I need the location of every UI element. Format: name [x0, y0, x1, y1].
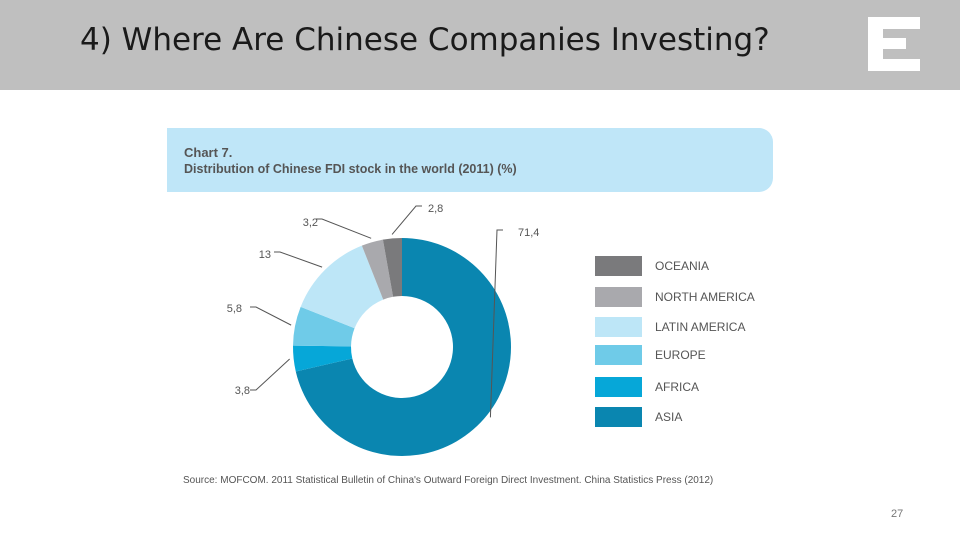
slice-latin-america: [300, 245, 384, 329]
legend-swatch: [595, 345, 642, 365]
legend-swatch: [595, 407, 642, 427]
legend-item-europe: EUROPE: [595, 345, 795, 365]
slice-oceania: [382, 238, 402, 297]
legend-item-africa: AFRICA: [595, 377, 795, 397]
leader-line-north-america: [316, 218, 372, 239]
slice-north-america: [361, 239, 394, 300]
legend-swatch: [595, 377, 642, 397]
data-label-europe: 5,8: [227, 303, 242, 315]
legend-item-oceania: OCEANIA: [595, 256, 795, 276]
data-label-oceania: 2,8: [428, 203, 443, 215]
leader-line-latin-america: [274, 251, 323, 268]
legend-swatch: [595, 287, 642, 307]
chart-banner: Chart 7. Distribution of Chinese FDI sto…: [167, 128, 773, 192]
slice-asia: [295, 238, 512, 456]
slice-africa: [293, 345, 353, 372]
legend-swatch: [595, 317, 642, 337]
slice-europe: [293, 306, 355, 347]
chart-title: Distribution of Chinese FDI stock in the…: [184, 162, 517, 176]
data-label-north-america: 3,2: [303, 217, 318, 229]
legend-label: EUROPE: [655, 348, 706, 362]
legend-label: AFRICA: [655, 380, 700, 394]
leader-line-oceania: [391, 205, 422, 235]
leader-line-africa: [250, 358, 290, 391]
chart-number: Chart 7.: [184, 145, 233, 160]
legend-item-north-america: NORTH AMERICA: [595, 287, 795, 307]
leader-line-asia: [489, 229, 503, 418]
data-label-latin-america: 13: [259, 249, 271, 261]
legend-label: NORTH AMERICA: [655, 290, 755, 304]
legend-swatch: [595, 256, 642, 276]
page-number: 27: [891, 508, 904, 520]
chart-source: Source: MOFCOM. 2011 Statistical Bulleti…: [183, 475, 714, 486]
legend-label: ASIA: [655, 410, 683, 424]
data-label-asia: 71,4: [518, 227, 539, 239]
legend-label: OCEANIA: [655, 259, 710, 273]
slide-header: 4) Where Are Chinese Companies Investing…: [0, 0, 960, 90]
legend-item-asia: ASIA: [595, 407, 795, 427]
legend-item-latin-america: LATIN AMERICA: [595, 317, 795, 337]
slide-title: 4) Where Are Chinese Companies Investing…: [80, 22, 770, 58]
letter-e-logo-icon: [868, 17, 920, 71]
legend-label: LATIN AMERICA: [655, 320, 746, 334]
data-label-africa: 3,8: [235, 385, 250, 397]
leader-line-europe: [250, 306, 292, 326]
